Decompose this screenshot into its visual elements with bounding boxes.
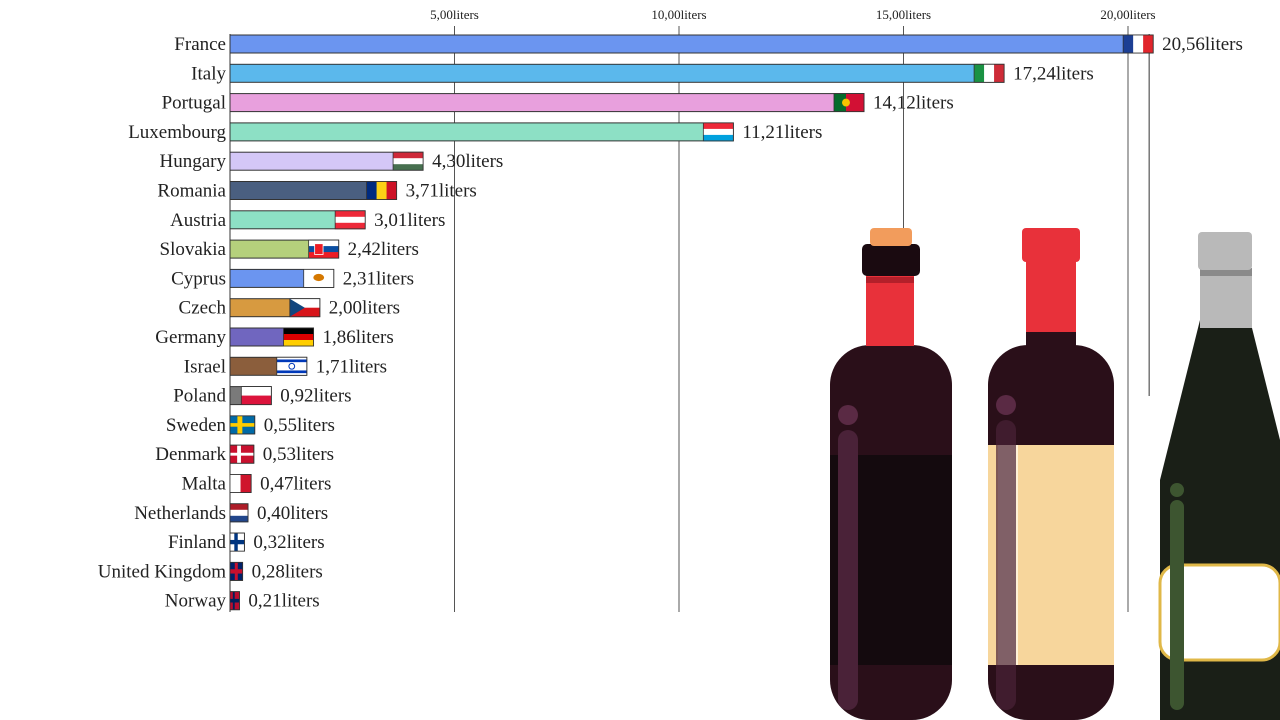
united-kingdom-flag-icon: [229, 562, 243, 581]
value-label: 11,21liters: [742, 122, 822, 143]
value-label: 2,00liters: [329, 298, 400, 319]
value-label: 0,47liters: [260, 474, 331, 495]
category-label: Cyprus: [171, 268, 226, 289]
romania-flag-icon: [366, 181, 397, 200]
value-label: 20,56liters: [1162, 34, 1243, 55]
bar: [229, 34, 1154, 54]
category-label: Hungary: [160, 151, 227, 172]
category-label: Israel: [184, 356, 226, 377]
category-label: France: [174, 34, 226, 55]
bars: France 20,56liters Italy 17,24liters Portuga…: [98, 34, 1243, 612]
bar-row-hungary: Hungary 4,30liters: [160, 151, 504, 172]
malta-flag-icon: [229, 474, 252, 493]
category-label: Sweden: [166, 415, 227, 436]
category-label: Romania: [157, 181, 226, 202]
category-label: Netherlands: [134, 503, 226, 524]
value-label: 0,92liters: [280, 386, 351, 407]
category-label: Malta: [182, 474, 227, 495]
category-label: Germany: [155, 327, 226, 348]
value-label: 0,28liters: [252, 561, 323, 582]
category-label: Poland: [173, 386, 226, 407]
norway-flag-icon: [229, 591, 240, 611]
x-tick-label: 20,00liters: [1100, 7, 1155, 22]
italy-flag-icon: [973, 63, 1005, 83]
category-label: Czech: [179, 298, 227, 319]
value-label: 1,86liters: [323, 327, 394, 348]
wine-bottle-icon: [830, 228, 952, 720]
value-label: 2,31liters: [343, 268, 414, 289]
slovakia-flag-icon: [308, 239, 340, 259]
bar-row-finland: Finland 0,32liters: [168, 532, 325, 553]
x-tick-label: 15,00liters: [876, 7, 931, 22]
value-label: 1,71liters: [316, 356, 387, 377]
category-label: United Kingdom: [98, 561, 226, 582]
bar-row-germany: Germany 1,86liters: [155, 327, 393, 348]
category-label: Italy: [191, 63, 226, 84]
bar-row-united-kingdom: United Kingdom 0,28liters: [98, 561, 323, 582]
hungary-flag-icon: [392, 151, 424, 171]
value-label: 4,30liters: [432, 151, 503, 172]
poland-flag-icon: [240, 386, 272, 406]
x-tick-label: 10,00liters: [651, 7, 706, 22]
category-label: Austria: [170, 210, 227, 231]
x-tick-label: 5,00liters: [430, 7, 479, 22]
category-label: Portugal: [162, 93, 226, 114]
israel-flag-icon: [276, 356, 308, 376]
wine-bottle-icon: [1158, 232, 1280, 720]
bar-row-poland: Poland 0,92liters: [173, 386, 351, 407]
bar-row-austria: Austria 3,01liters: [170, 210, 445, 231]
bar: [229, 63, 1005, 83]
cyprus-flag-icon: [303, 268, 335, 288]
france-flag-icon: [1122, 34, 1154, 54]
gridlines: 5,00liters 10,00liters 15,00liters 20,00lit…: [229, 7, 1156, 612]
finland-flag-icon: [229, 532, 245, 552]
bar-row-france: France 20,56liters: [174, 34, 1243, 55]
czech-flag-icon: [289, 298, 321, 318]
value-label: 3,01liters: [374, 210, 445, 231]
bar-row-portugal: Portugal 14,12liters: [162, 93, 954, 114]
germany-flag-icon: [283, 327, 314, 347]
value-label: 0,40liters: [257, 503, 328, 524]
value-label: 0,55liters: [264, 415, 335, 436]
value-label: 0,32liters: [253, 532, 324, 553]
bar-row-luxembourg: Luxembourg 11,21liters: [128, 122, 822, 143]
value-label: 14,12liters: [873, 93, 954, 114]
wine-bottles-illustration: [830, 228, 1280, 720]
category-label: Denmark: [155, 444, 226, 465]
bar-row-norway: Norway 0,21liters: [165, 591, 320, 612]
bar-row-denmark: Denmark 0,53liters: [155, 444, 334, 465]
value-label: 0,21liters: [248, 591, 319, 612]
netherlands-flag-icon: [229, 503, 249, 523]
luxembourg-flag-icon: [702, 122, 734, 142]
category-label: Finland: [168, 532, 227, 553]
bar-row-sweden: Sweden 0,55liters: [166, 415, 335, 436]
bar-row-israel: Israel 1,71liters: [184, 356, 387, 377]
wine-bottle-icon: [988, 228, 1114, 720]
bar-row-italy: Italy 17,24liters: [191, 63, 1094, 84]
bar: [229, 93, 865, 113]
value-label: 2,42liters: [348, 239, 419, 260]
bar-row-netherlands: Netherlands 0,40liters: [134, 503, 328, 524]
value-label: 17,24liters: [1013, 63, 1094, 84]
portugal-flag-icon: [833, 93, 865, 112]
bar-row-czech: Czech 2,00liters: [179, 298, 401, 319]
denmark-flag-icon: [229, 444, 255, 464]
bar-row-cyprus: Cyprus 2,31liters: [171, 268, 414, 289]
bar-row-malta: Malta 0,47liters: [182, 474, 332, 495]
bar-row-romania: Romania 3,71liters: [157, 181, 476, 202]
category-label: Slovakia: [160, 239, 227, 260]
category-label: Luxembourg: [128, 122, 226, 143]
category-label: Norway: [165, 591, 227, 612]
sweden-flag-icon: [229, 415, 256, 435]
austria-flag-icon: [334, 210, 366, 230]
bar: [229, 122, 734, 142]
value-label: 0,53liters: [263, 444, 334, 465]
value-label: 3,71liters: [406, 181, 477, 202]
bar-row-slovakia: Slovakia 2,42liters: [160, 239, 419, 260]
